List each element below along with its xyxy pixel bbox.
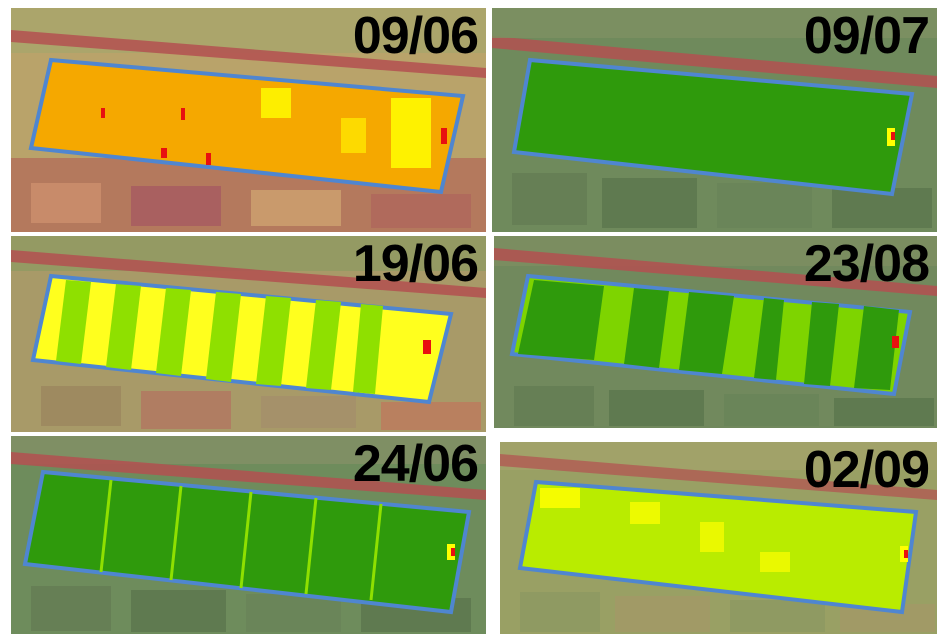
panel-0209: 02/09 xyxy=(500,442,937,634)
field-image-0907 xyxy=(492,8,937,232)
panel-date-label: 09/06 xyxy=(352,8,479,65)
panel-0907: 09/07 xyxy=(492,8,937,232)
panel-1906: 19/06 xyxy=(11,236,486,432)
panel-date-label: 02/09 xyxy=(803,442,930,499)
panel-date-label: 24/06 xyxy=(352,436,479,493)
panel-2406: 24/06 xyxy=(11,436,486,634)
field-image-2406 xyxy=(11,436,486,634)
panel-date-label: 09/07 xyxy=(803,8,930,65)
panel-date-label: 23/08 xyxy=(803,236,930,293)
panel-2308: 23/08 xyxy=(494,236,937,428)
field-image-2308 xyxy=(494,236,937,428)
field-image-0906 xyxy=(11,8,486,232)
panel-0906: 09/06 xyxy=(11,8,486,232)
field-image-0209 xyxy=(500,442,937,634)
field-image-1906 xyxy=(11,236,486,432)
panel-date-label: 19/06 xyxy=(352,236,479,293)
